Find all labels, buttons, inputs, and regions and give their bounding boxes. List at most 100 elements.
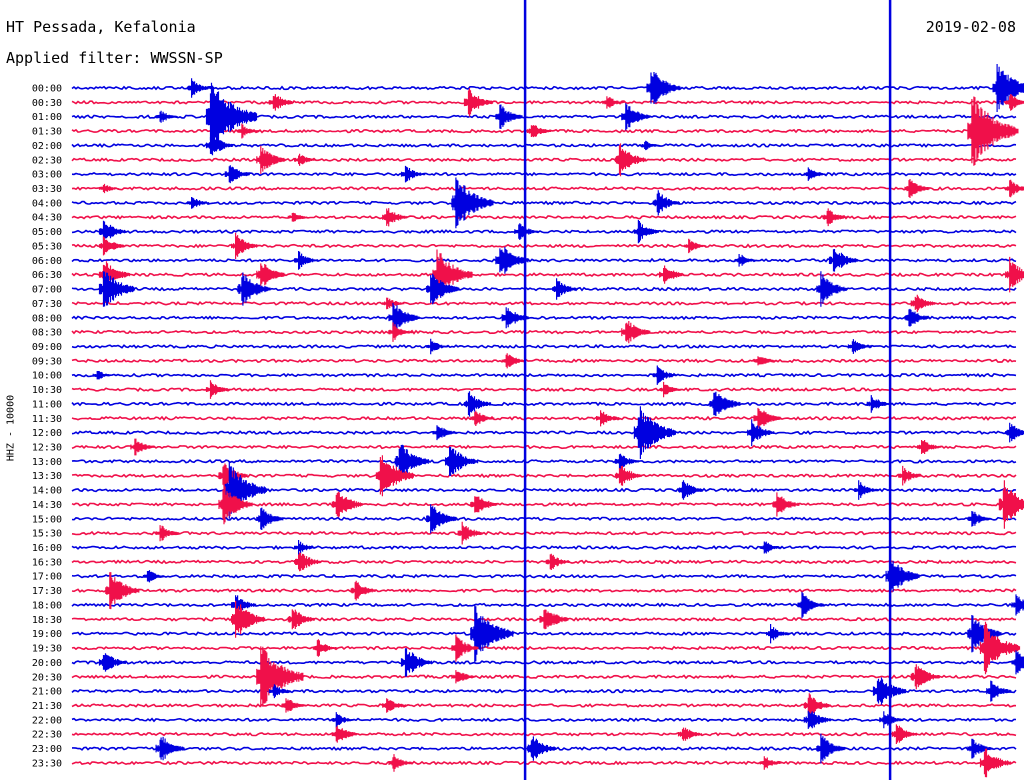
event-0700-2 bbox=[426, 273, 460, 305]
event-1430-0 bbox=[218, 484, 253, 525]
event-0830-0 bbox=[388, 322, 413, 342]
event-0500-2 bbox=[633, 219, 659, 244]
event-1430-3 bbox=[772, 492, 800, 517]
row-label-1630: 16:30 bbox=[32, 557, 62, 568]
trace-1100 bbox=[71, 401, 1017, 407]
row-label-2100: 21:00 bbox=[32, 687, 62, 698]
row-label-2000: 20:00 bbox=[32, 658, 62, 669]
event-0330-2 bbox=[98, 183, 120, 194]
event-0000-1 bbox=[187, 78, 212, 98]
row-label-0500: 05:00 bbox=[32, 227, 62, 238]
event-0230-0 bbox=[256, 145, 286, 174]
event-1200-2 bbox=[1005, 422, 1024, 443]
station-title: HT Pessada, Kefalonia bbox=[6, 18, 196, 36]
event-1000-1 bbox=[92, 371, 113, 380]
event-0730-1 bbox=[382, 297, 405, 310]
event-0800-2 bbox=[904, 308, 930, 327]
event-1500-0 bbox=[256, 507, 284, 530]
event-2300-1 bbox=[526, 736, 556, 761]
trace-1500 bbox=[71, 516, 1017, 522]
row-label-1930: 19:30 bbox=[32, 644, 62, 655]
event-1800-1 bbox=[797, 591, 825, 619]
event-1600-0 bbox=[759, 541, 782, 554]
trace-0330 bbox=[71, 186, 1017, 191]
event-1800-0 bbox=[231, 595, 257, 615]
event-layer bbox=[92, 0, 1024, 780]
event-1230-1 bbox=[917, 440, 942, 454]
event-1130-0 bbox=[753, 407, 781, 429]
row-label-0600: 06:00 bbox=[32, 256, 62, 267]
event-2100-2 bbox=[268, 684, 291, 699]
trace-0800 bbox=[71, 315, 1017, 321]
event-0230-1 bbox=[614, 143, 647, 177]
event-2330-1 bbox=[759, 756, 782, 770]
event-2300-0 bbox=[155, 736, 185, 761]
trace-0930 bbox=[71, 358, 1017, 364]
event-1800-2 bbox=[1011, 594, 1024, 616]
event-2230-1 bbox=[677, 727, 703, 741]
event-0600-0 bbox=[294, 251, 319, 270]
row-label-2200: 22:00 bbox=[32, 715, 62, 726]
row-label-0530: 05:30 bbox=[32, 242, 62, 253]
event-2230-0 bbox=[331, 725, 357, 743]
trace-1300 bbox=[71, 458, 1017, 464]
row-label-1230: 12:30 bbox=[32, 443, 62, 454]
event-2130-2 bbox=[382, 698, 407, 713]
event-2330-0 bbox=[388, 754, 413, 772]
trace-0300 bbox=[71, 171, 1017, 177]
row-label-2230: 22:30 bbox=[32, 730, 62, 741]
filter-label: Applied filter: WWSSN-SP bbox=[6, 49, 223, 67]
event-0430-0 bbox=[382, 208, 408, 227]
event-0300-2 bbox=[803, 167, 826, 181]
event-0530-1 bbox=[231, 232, 259, 259]
row-label-2130: 21:30 bbox=[32, 701, 62, 712]
event-0030-1 bbox=[463, 88, 494, 117]
event-1600-1 bbox=[294, 540, 317, 555]
trace-2200 bbox=[71, 717, 1017, 723]
event-1430-1 bbox=[331, 491, 363, 518]
event-1830-1 bbox=[539, 609, 569, 630]
event-0600-3 bbox=[734, 254, 757, 267]
event-0000-0 bbox=[646, 72, 681, 104]
event-2030-2 bbox=[910, 664, 940, 690]
event-1200-0 bbox=[633, 406, 676, 459]
event-0300-1 bbox=[400, 165, 426, 183]
event-0930-0 bbox=[501, 353, 526, 369]
row-label-1200: 12:00 bbox=[32, 428, 62, 439]
row-label-1530: 15:30 bbox=[32, 529, 62, 540]
event-0030-2 bbox=[602, 96, 625, 109]
row-label-1100: 11:00 bbox=[32, 399, 62, 410]
event-0400-0 bbox=[451, 177, 494, 229]
event-1100-2 bbox=[866, 395, 891, 413]
row-label-1830: 18:30 bbox=[32, 615, 62, 626]
trace-0730 bbox=[71, 300, 1017, 306]
event-0630-1 bbox=[256, 263, 286, 286]
trace-1000 bbox=[71, 372, 1017, 378]
event-0300-0 bbox=[224, 165, 250, 184]
trace-0900 bbox=[71, 344, 1017, 349]
event-2330-2 bbox=[979, 748, 1012, 778]
event-0000-2 bbox=[992, 64, 1024, 112]
row-label-1300: 13:00 bbox=[32, 457, 62, 468]
event-0800-0 bbox=[388, 302, 420, 333]
trace-2100 bbox=[71, 688, 1017, 694]
event-2000-0 bbox=[98, 653, 127, 672]
row-label-0700: 07:00 bbox=[32, 285, 62, 296]
trace-1700 bbox=[71, 573, 1017, 579]
trace-1800 bbox=[71, 602, 1017, 608]
trace-1900 bbox=[71, 631, 1017, 637]
trace-0000 bbox=[71, 85, 1017, 91]
event-2300-2 bbox=[816, 733, 846, 764]
event-1230-0 bbox=[130, 438, 155, 456]
row-label-1330: 13:30 bbox=[32, 471, 62, 482]
event-1430-2 bbox=[470, 496, 498, 513]
date-label: 2019-02-08 bbox=[925, 18, 1016, 36]
event-0130-2 bbox=[237, 123, 260, 139]
row-label-1430: 14:30 bbox=[32, 500, 62, 511]
row-label-0130: 01:30 bbox=[32, 127, 62, 138]
event-0700-0 bbox=[98, 271, 136, 307]
event-2300-3 bbox=[967, 738, 993, 759]
event-1400-2 bbox=[854, 480, 879, 500]
event-0200-0 bbox=[205, 135, 234, 156]
event-1930-2 bbox=[979, 621, 1021, 675]
